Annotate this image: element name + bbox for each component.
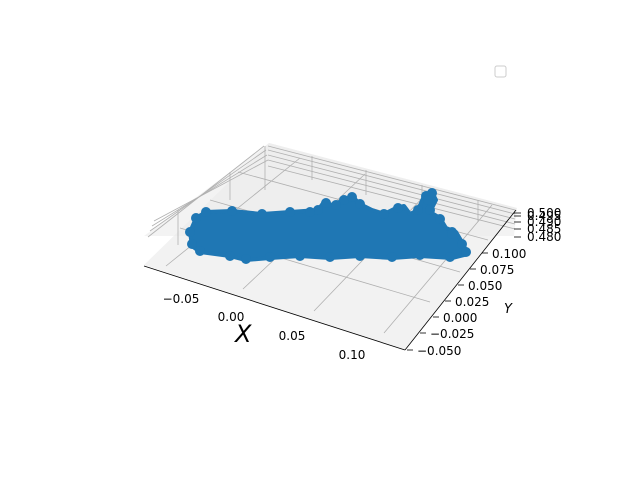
data-point	[355, 199, 365, 209]
x-tick-label: 0.05	[279, 329, 306, 343]
data-point	[445, 252, 455, 262]
x-tick-label: 0.00	[218, 310, 245, 324]
legend-handle	[494, 65, 507, 78]
y-axis-label: Y	[504, 302, 513, 317]
legend[interactable]	[494, 65, 507, 78]
data-point	[423, 195, 433, 205]
data-point	[295, 251, 305, 261]
z-tick-label: 0.480	[527, 230, 561, 244]
data-point	[201, 207, 211, 217]
data-point	[321, 198, 331, 208]
data-point	[415, 250, 425, 260]
x-tick-label: 0.10	[339, 348, 366, 362]
y-tick-label: 0.100	[492, 247, 526, 261]
z-tick-label: 0.485	[527, 222, 561, 236]
data-point	[257, 209, 267, 219]
y-tick-label: −0.025	[430, 327, 474, 341]
data-point	[331, 200, 341, 210]
data-point	[191, 213, 201, 223]
data-point	[185, 227, 195, 237]
y-tick-label: −0.050	[417, 344, 461, 358]
x-tick-label: −0.05	[163, 292, 200, 306]
y-tick-label: 0.075	[480, 263, 514, 277]
data-point	[435, 214, 445, 224]
data-point	[457, 239, 467, 249]
data-point	[387, 252, 397, 262]
data-point	[379, 209, 389, 219]
data-point	[393, 203, 403, 213]
y-tick-label: 0.050	[468, 279, 502, 293]
data-point	[425, 205, 435, 215]
data-point	[413, 205, 423, 215]
z-tick-label: 0.500	[527, 206, 561, 220]
data-point	[325, 252, 335, 262]
point-cloud	[185, 188, 471, 264]
data-point	[225, 251, 235, 261]
data-point	[195, 246, 205, 256]
data-point	[305, 207, 315, 217]
x-axis-ticks: −0.05 0.00 0.05 0.10	[163, 292, 366, 362]
x-axis-label: X	[233, 320, 252, 348]
data-point	[461, 247, 471, 257]
y-axis-ticks: −0.050 −0.025 0.000 0.025 0.050 0.075 0.100	[407, 247, 526, 358]
data-point	[227, 206, 237, 216]
data-point	[447, 229, 457, 239]
y-tick-label: 0.000	[443, 311, 477, 325]
data-point	[347, 192, 357, 202]
data-point	[187, 239, 197, 249]
z-tick-label: 0.490	[527, 215, 561, 229]
data-point	[313, 205, 323, 215]
data-point	[265, 252, 275, 262]
z-tick-label: 0.495	[527, 209, 561, 223]
data-point	[241, 254, 251, 264]
data-point	[285, 207, 295, 217]
y-tick-label: 0.025	[455, 295, 489, 309]
data-point	[355, 251, 365, 261]
axis-lines	[143, 209, 517, 351]
data-point	[339, 195, 349, 205]
